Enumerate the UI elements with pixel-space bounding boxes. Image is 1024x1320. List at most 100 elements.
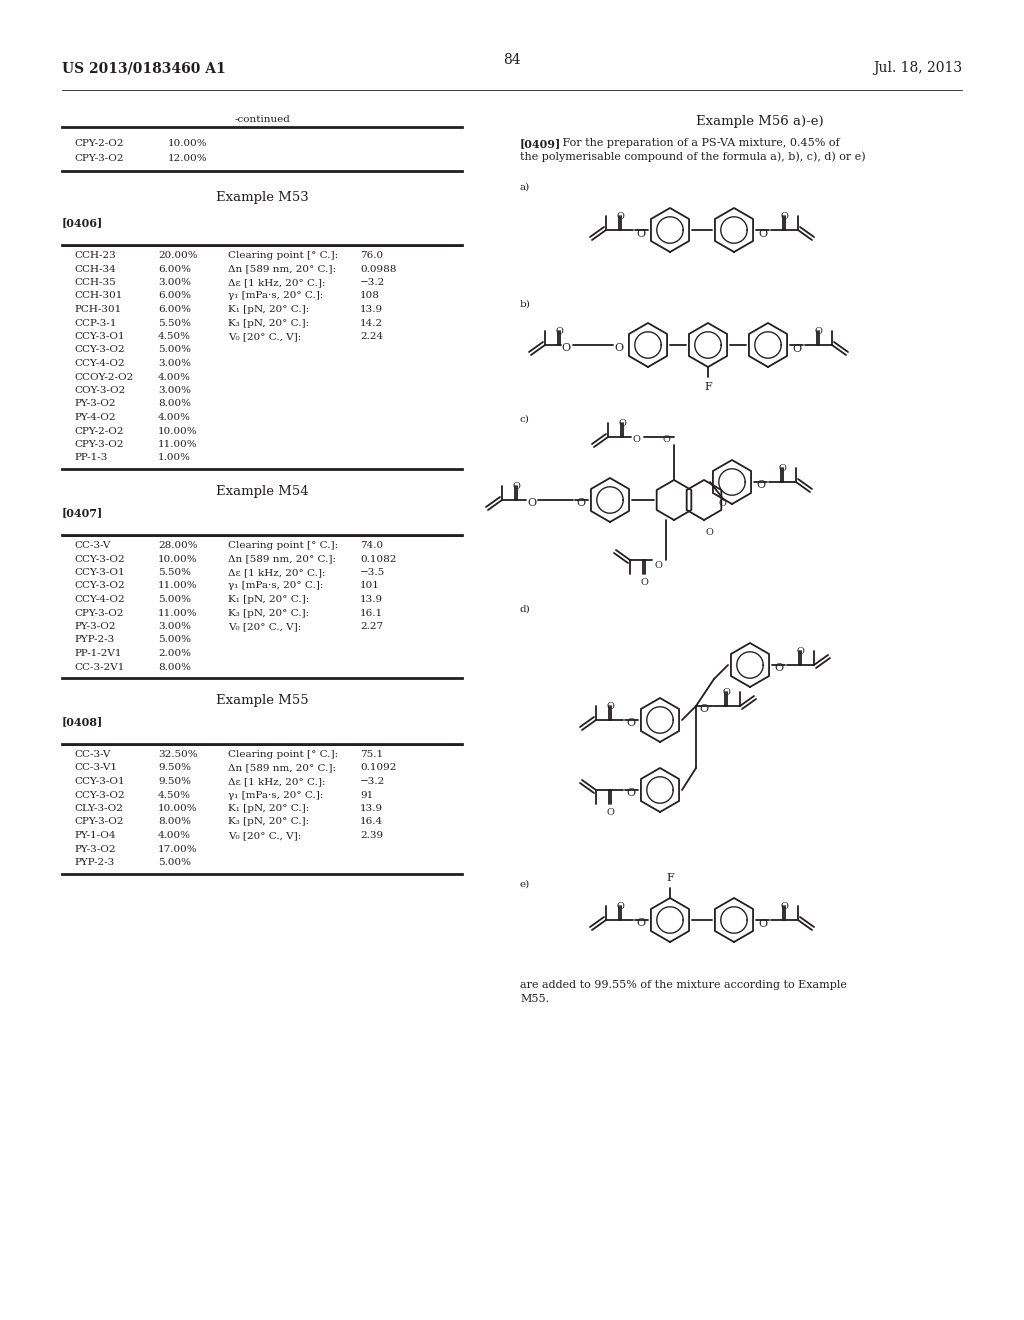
Text: c): c) [520, 414, 529, 424]
Text: CC-3-V1: CC-3-V1 [74, 763, 117, 772]
Text: d): d) [520, 605, 530, 614]
Text: 3.00%: 3.00% [158, 622, 191, 631]
Text: 9.50%: 9.50% [158, 777, 191, 785]
Text: 8.00%: 8.00% [158, 817, 191, 826]
Text: O: O [718, 499, 726, 507]
Text: 17.00%: 17.00% [158, 845, 198, 854]
Text: 5.00%: 5.00% [158, 635, 191, 644]
Text: 101: 101 [360, 582, 380, 590]
Text: a): a) [520, 183, 530, 191]
Text: 2.27: 2.27 [360, 622, 383, 631]
Text: 3.00%: 3.00% [158, 385, 191, 395]
Text: K₁ [pN, 20° C.]:: K₁ [pN, 20° C.]: [228, 804, 309, 813]
Text: 74.0: 74.0 [360, 541, 383, 550]
Text: 108: 108 [360, 292, 380, 301]
Text: e): e) [520, 880, 530, 888]
Text: 32.50%: 32.50% [158, 750, 198, 759]
Text: are added to 99.55% of the mixture according to Example: are added to 99.55% of the mixture accor… [520, 979, 847, 990]
Text: [0409]: [0409] [520, 139, 561, 149]
Text: K₃ [pN, 20° C.]:: K₃ [pN, 20° C.]: [228, 609, 309, 618]
Text: O: O [614, 343, 624, 352]
Text: 6.00%: 6.00% [158, 264, 191, 273]
Text: 13.9: 13.9 [360, 804, 383, 813]
Text: [0406]: [0406] [62, 216, 103, 228]
Text: O: O [637, 228, 645, 239]
Text: Clearing point [° C.]:: Clearing point [° C.]: [228, 750, 338, 759]
Text: 0.1082: 0.1082 [360, 554, 396, 564]
Text: Δε [1 kHz, 20° C.]:: Δε [1 kHz, 20° C.]: [228, 777, 326, 785]
Text: 14.2: 14.2 [360, 318, 383, 327]
Text: 11.00%: 11.00% [158, 609, 198, 618]
Text: 2.24: 2.24 [360, 333, 383, 341]
Text: O: O [796, 647, 804, 656]
Text: 4.00%: 4.00% [158, 413, 191, 422]
Text: 6.00%: 6.00% [158, 305, 191, 314]
Text: 9.50%: 9.50% [158, 763, 191, 772]
Text: CCY-3-O1: CCY-3-O1 [74, 777, 125, 785]
Text: Example M55: Example M55 [216, 694, 308, 708]
Text: O: O [757, 480, 766, 490]
Text: 0.0988: 0.0988 [360, 264, 396, 273]
Text: CPY-3-O2: CPY-3-O2 [74, 154, 124, 162]
Text: PY-3-O2: PY-3-O2 [74, 845, 116, 854]
Text: O: O [759, 228, 768, 239]
Text: −3.2: −3.2 [360, 777, 385, 785]
Text: 91: 91 [360, 791, 374, 800]
Text: CPY-3-O2: CPY-3-O2 [74, 609, 124, 618]
Text: 5.00%: 5.00% [158, 858, 191, 867]
Text: 8.00%: 8.00% [158, 663, 191, 672]
Text: 11.00%: 11.00% [158, 582, 198, 590]
Text: O: O [759, 919, 768, 929]
Text: PCH-301: PCH-301 [74, 305, 121, 314]
Text: [0408]: [0408] [62, 715, 103, 727]
Text: 4.50%: 4.50% [158, 791, 191, 800]
Text: 4.00%: 4.00% [158, 372, 191, 381]
Text: CCY-3-O2: CCY-3-O2 [74, 791, 125, 800]
Text: CLY-3-O2: CLY-3-O2 [74, 804, 123, 813]
Text: O: O [555, 327, 563, 337]
Text: PYP-2-3: PYP-2-3 [74, 635, 115, 644]
Text: PY-1-O4: PY-1-O4 [74, 832, 116, 840]
Text: O: O [640, 578, 648, 587]
Text: 10.00%: 10.00% [168, 139, 208, 148]
Text: 10.00%: 10.00% [158, 426, 198, 436]
Text: Δn [589 nm, 20° C.]:: Δn [589 nm, 20° C.]: [228, 554, 336, 564]
Text: O: O [512, 482, 520, 491]
Text: 84: 84 [503, 53, 521, 67]
Text: CCY-3-O2: CCY-3-O2 [74, 346, 125, 355]
Text: Example M56 a)-e): Example M56 a)-e) [696, 115, 824, 128]
Text: V₀ [20° C., V]:: V₀ [20° C., V]: [228, 832, 301, 840]
Text: F: F [705, 381, 712, 392]
Text: PY-4-O2: PY-4-O2 [74, 413, 116, 422]
Text: 4.50%: 4.50% [158, 333, 191, 341]
Text: Example M54: Example M54 [216, 484, 308, 498]
Text: 2.00%: 2.00% [158, 649, 191, 657]
Text: γ₁ [mPa·s, 20° C.]:: γ₁ [mPa·s, 20° C.]: [228, 791, 324, 800]
Text: PY-3-O2: PY-3-O2 [74, 400, 116, 408]
Text: F: F [667, 873, 674, 883]
Text: 1.00%: 1.00% [158, 454, 191, 462]
Text: [0407]: [0407] [62, 507, 103, 517]
Text: γ₁ [mPa·s, 20° C.]:: γ₁ [mPa·s, 20° C.]: [228, 292, 324, 301]
Text: 5.50%: 5.50% [158, 568, 191, 577]
Text: 20.00%: 20.00% [158, 251, 198, 260]
Text: 12.00%: 12.00% [168, 154, 208, 162]
Text: O: O [616, 213, 624, 220]
Text: Example M53: Example M53 [216, 191, 308, 205]
Text: O: O [699, 704, 709, 714]
Text: Clearing point [° C.]:: Clearing point [° C.]: [228, 251, 338, 260]
Text: 13.9: 13.9 [360, 595, 383, 605]
Text: 4.00%: 4.00% [158, 832, 191, 840]
Text: CC-3-2V1: CC-3-2V1 [74, 663, 124, 672]
Text: M55.: M55. [520, 994, 549, 1005]
Text: Δn [589 nm, 20° C.]:: Δn [589 nm, 20° C.]: [228, 763, 336, 772]
Text: 5.50%: 5.50% [158, 318, 191, 327]
Text: Δn [589 nm, 20° C.]:: Δn [589 nm, 20° C.]: [228, 264, 336, 273]
Text: O: O [527, 498, 537, 508]
Text: b): b) [520, 300, 530, 309]
Text: CCH-301: CCH-301 [74, 292, 123, 301]
Text: O: O [778, 465, 786, 473]
Text: 8.00%: 8.00% [158, 400, 191, 408]
Text: 5.00%: 5.00% [158, 346, 191, 355]
Text: K₁ [pN, 20° C.]:: K₁ [pN, 20° C.]: [228, 595, 309, 605]
